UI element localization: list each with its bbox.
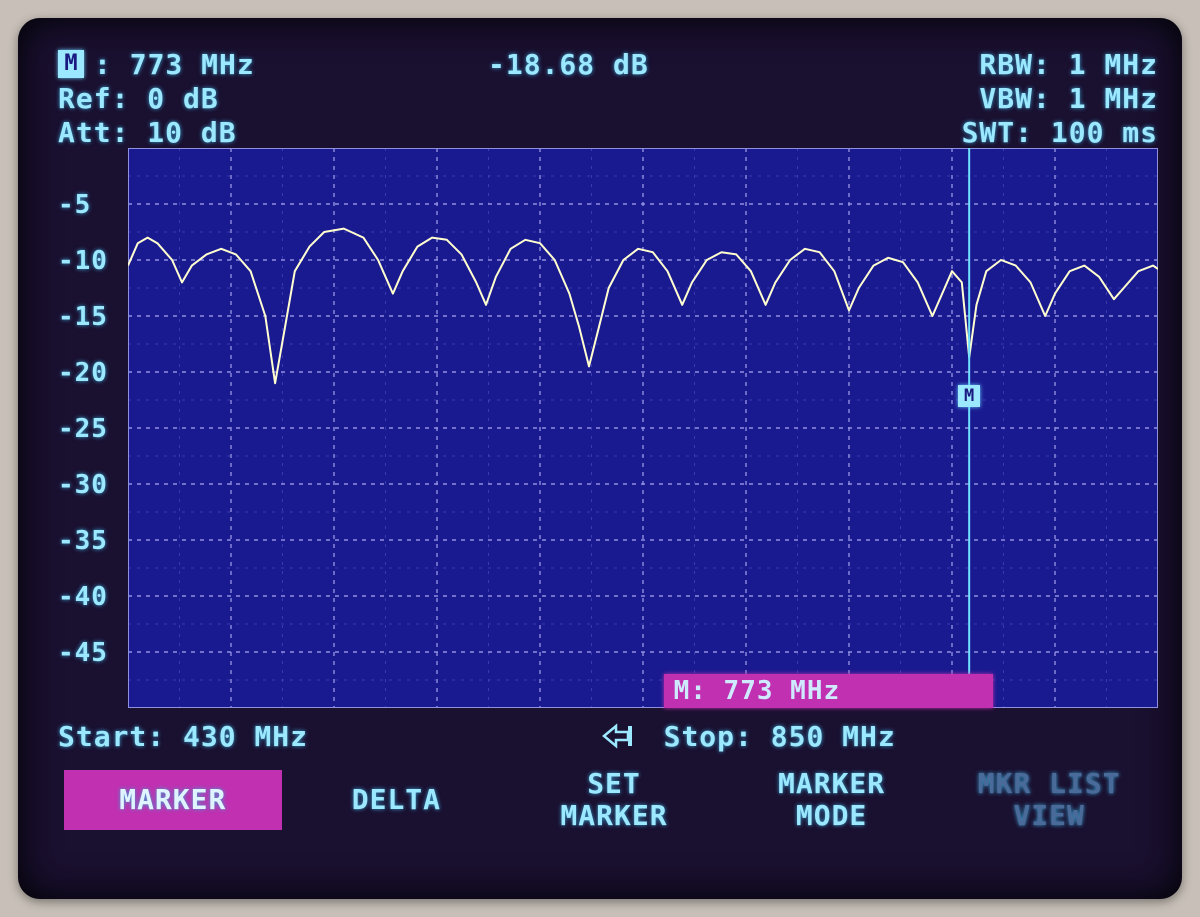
attenuation-label: Att: 10 dB [58,116,237,149]
marker-trace-icon: M [958,385,980,407]
softkey-menu: MARKERDELTASET MARKERMARKER MODEMKR LIST… [58,764,1158,836]
y-axis-tick: -10 [58,246,108,276]
start-freq-label: Start: 430 MHz [58,720,308,753]
y-axis-tick: -25 [58,414,108,444]
rbw-label: RBW: 1 MHz [979,48,1158,81]
softkey-set-marker[interactable]: SET MARKER [505,764,723,836]
ref-level-label: Ref: 0 dB [58,82,219,115]
softkey-mkr-list-view[interactable]: MKR LIST VIEW [940,764,1158,836]
marker-level-readout: -18.68 dB [488,48,649,81]
swt-label: SWT: 100 ms [962,116,1158,149]
softkey-marker[interactable]: MARKER [64,770,282,830]
marker-icon: M [58,50,84,78]
y-axis-tick: -30 [58,470,108,500]
stop-freq-label: Stop: 850 MHz [664,720,896,753]
y-axis-tick: -40 [58,582,108,612]
trigger-icon [602,722,642,750]
marker-readout-badge: M: 773 MHz [664,674,993,708]
softkey-delta[interactable]: DELTA [288,764,506,836]
y-axis-tick: -35 [58,526,108,556]
marker-freq-readout: : 773 MHz [94,48,255,81]
y-axis-tick: -5 [58,190,91,220]
y-axis-tick: -15 [58,302,108,332]
spectrum-plot [128,148,1158,708]
y-axis-tick: -20 [58,358,108,388]
y-axis-tick: -45 [58,638,108,668]
vbw-label: VBW: 1 MHz [979,82,1158,115]
softkey-marker-mode[interactable]: MARKER MODE [723,764,941,836]
